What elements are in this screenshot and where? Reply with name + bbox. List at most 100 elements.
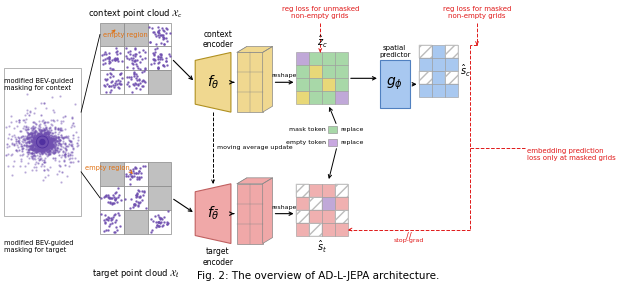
Point	[37, 128, 47, 133]
Point	[65, 156, 76, 160]
Point	[43, 149, 53, 153]
Point	[42, 142, 52, 147]
Point	[44, 140, 54, 144]
Point	[35, 144, 45, 148]
Bar	[445, 58, 458, 71]
Point	[40, 125, 51, 129]
Point	[42, 139, 52, 143]
Point	[38, 141, 48, 145]
Point	[132, 174, 143, 179]
Point	[58, 149, 68, 154]
Point	[51, 139, 61, 143]
Point	[35, 139, 45, 143]
Point	[43, 145, 53, 150]
Point	[132, 83, 143, 88]
Point	[36, 145, 47, 150]
Point	[115, 82, 125, 86]
Point	[51, 148, 61, 152]
Point	[72, 135, 83, 139]
Point	[37, 140, 47, 144]
Point	[37, 139, 47, 144]
Point	[38, 143, 48, 147]
Point	[115, 78, 125, 83]
Point	[31, 149, 41, 154]
Point	[130, 45, 140, 50]
Point	[38, 150, 49, 154]
Point	[38, 148, 48, 153]
Bar	[309, 223, 322, 235]
Point	[23, 148, 33, 152]
Point	[63, 153, 74, 158]
Point	[70, 102, 81, 106]
Point	[40, 142, 50, 146]
Bar	[309, 52, 322, 65]
Point	[10, 141, 20, 145]
Point	[41, 131, 51, 136]
Point	[50, 137, 60, 141]
Point	[36, 139, 46, 144]
Text: stop-grad: stop-grad	[394, 237, 424, 243]
Point	[38, 140, 48, 145]
Point	[137, 70, 147, 75]
Point	[26, 135, 36, 140]
Point	[35, 137, 45, 141]
Point	[34, 139, 44, 144]
Point	[42, 147, 52, 152]
Point	[37, 144, 47, 148]
Point	[31, 122, 41, 127]
Point	[17, 134, 27, 139]
Point	[37, 145, 47, 150]
Point	[35, 137, 45, 142]
Point	[32, 139, 42, 144]
Point	[27, 131, 37, 135]
Point	[44, 148, 54, 153]
Point	[30, 153, 40, 158]
Point	[29, 129, 40, 133]
Point	[38, 138, 48, 142]
Bar	[100, 46, 124, 70]
Point	[37, 145, 47, 149]
Point	[51, 136, 61, 140]
Point	[26, 144, 36, 148]
Point	[42, 137, 52, 142]
Point	[49, 146, 59, 151]
Polygon shape	[262, 178, 273, 243]
Point	[28, 140, 38, 145]
Point	[48, 142, 58, 146]
Bar	[322, 197, 335, 210]
Point	[39, 142, 49, 146]
Point	[36, 137, 46, 142]
Point	[28, 130, 38, 134]
Point	[38, 137, 49, 142]
Point	[56, 153, 67, 157]
Point	[4, 132, 14, 137]
Point	[38, 127, 49, 132]
Point	[111, 45, 121, 50]
Point	[127, 174, 137, 179]
Point	[156, 52, 166, 56]
Point	[38, 139, 48, 143]
Point	[38, 142, 49, 146]
Point	[26, 128, 36, 132]
Point	[44, 150, 54, 154]
Point	[42, 146, 52, 150]
Point	[48, 143, 58, 147]
Text: $\hat{z}_c$: $\hat{z}_c$	[317, 34, 328, 50]
Point	[36, 139, 47, 143]
Point	[34, 137, 44, 141]
Point	[45, 138, 55, 142]
Point	[54, 135, 65, 139]
Point	[58, 141, 68, 146]
Point	[133, 188, 143, 192]
Point	[40, 139, 50, 144]
Point	[36, 132, 47, 137]
Point	[22, 143, 32, 148]
Point	[29, 143, 40, 148]
Point	[33, 148, 44, 152]
Point	[37, 138, 47, 143]
Point	[126, 56, 136, 60]
Point	[38, 140, 48, 144]
Point	[29, 146, 40, 151]
Point	[31, 138, 41, 142]
Point	[35, 141, 45, 146]
